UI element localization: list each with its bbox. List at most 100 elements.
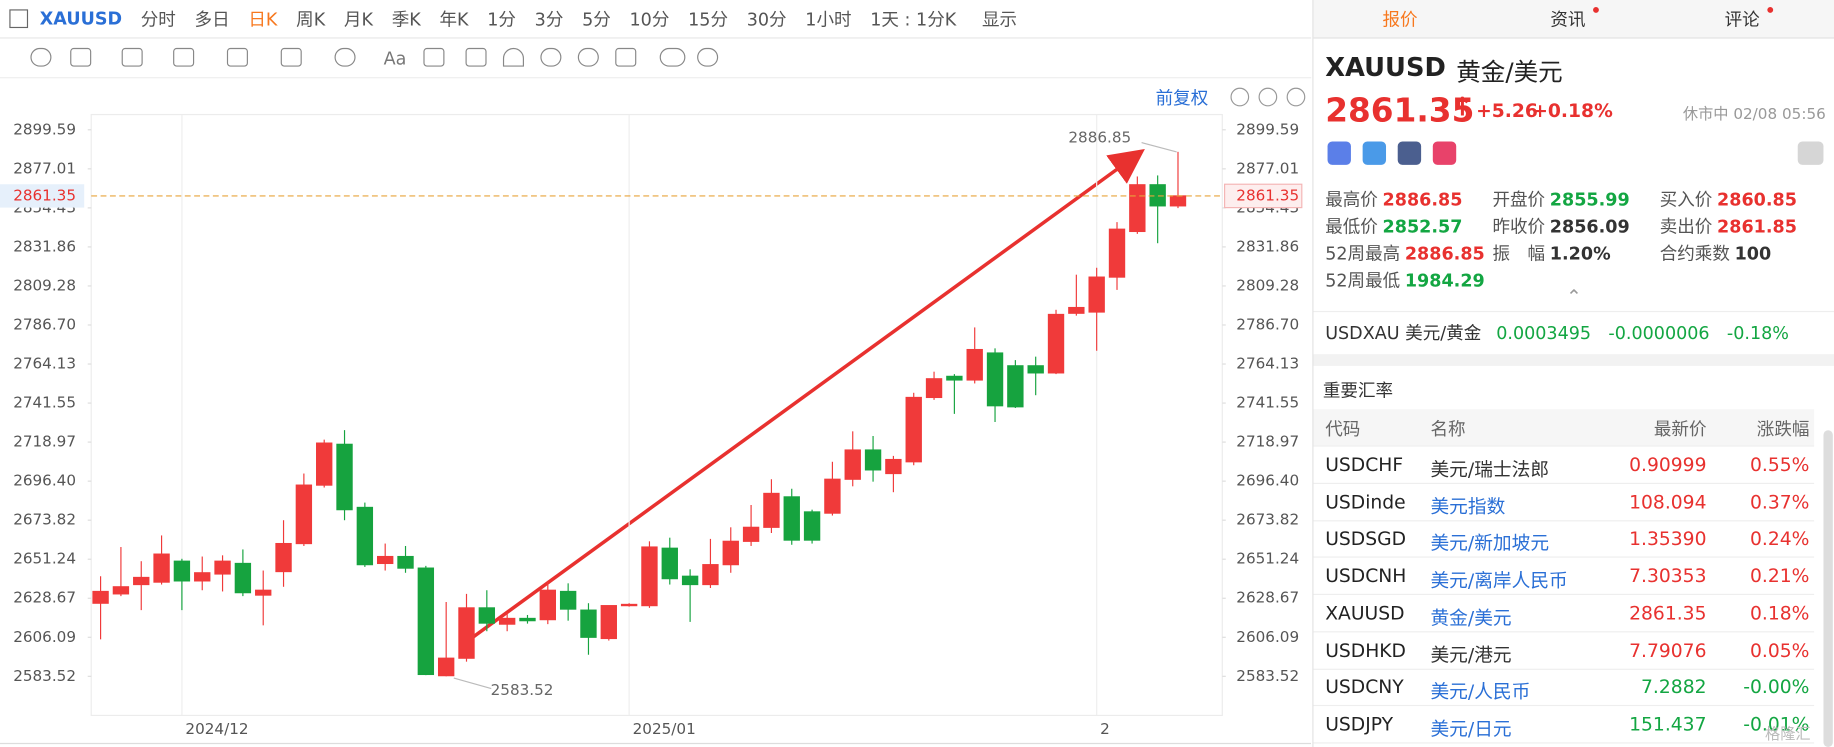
web-icon[interactable] bbox=[1327, 141, 1351, 165]
period-button[interactable]: 15分 bbox=[688, 8, 728, 30]
rates-title: 重要汇率 bbox=[1322, 379, 1394, 401]
pen-tool[interactable] bbox=[465, 47, 487, 67]
candle-body bbox=[1068, 306, 1085, 314]
y-tick-label: 2831.86 bbox=[13, 237, 76, 255]
settings-tool[interactable] bbox=[697, 47, 719, 67]
table-row[interactable]: USDinde 美元指数 108.094 0.37% bbox=[1313, 484, 1815, 522]
display-menu[interactable]: 显示 bbox=[981, 8, 1018, 30]
y-tick-label: 2651.24 bbox=[13, 550, 76, 568]
candle-body bbox=[478, 607, 496, 624]
quote-change: +5.26 bbox=[1476, 99, 1538, 122]
stat: 买入价 2860.85 bbox=[1660, 187, 1797, 212]
note-tool[interactable] bbox=[423, 47, 445, 67]
rate-price: 0.90999 bbox=[1629, 453, 1707, 476]
period-button[interactable]: 10分 bbox=[629, 8, 670, 30]
rate-code: USDCHF bbox=[1325, 453, 1404, 476]
rate-change: 0.05% bbox=[1749, 638, 1810, 662]
period-button[interactable]: 3分 bbox=[534, 8, 564, 30]
period-button[interactable]: 日K bbox=[248, 8, 278, 30]
rate-code: USDSGD bbox=[1325, 527, 1406, 550]
candle-body bbox=[1129, 184, 1146, 233]
delete-tool[interactable] bbox=[615, 47, 637, 67]
last-price-box bbox=[1224, 183, 1303, 209]
stat: 52周最低 1984.29 bbox=[1325, 268, 1485, 293]
table-row[interactable]: USDCNY 美元/人民币 7.2882 -0.00% bbox=[1313, 669, 1815, 707]
related-quote[interactable]: USDXAU 美元/黄金 0.0003495 -0.0000006 -0.18% bbox=[1325, 320, 1789, 345]
wave-tool[interactable] bbox=[173, 47, 195, 67]
period-button[interactable]: 月K bbox=[343, 8, 373, 30]
sidebar-toggle[interactable] bbox=[9, 9, 29, 29]
period-button[interactable]: 多日 bbox=[194, 8, 230, 30]
collapse[interactable]: ⌃ bbox=[1566, 285, 1582, 308]
table-row[interactable]: USDSGD 美元/新加坡元 1.35390 0.24% bbox=[1313, 521, 1815, 559]
zoom-in[interactable] bbox=[1286, 87, 1306, 107]
period-button[interactable]: 年K bbox=[439, 8, 469, 30]
candle-body bbox=[376, 555, 394, 565]
stat: 最低价 2852.57 bbox=[1325, 214, 1462, 239]
tab-label: 资讯 bbox=[1550, 9, 1586, 31]
stat-label: 振 幅 bbox=[1492, 243, 1546, 265]
rates-table: 代码 名称 最新价 涨跌幅 USDCHF 美元/瑞士法郎 0.90999 0.55% USDin… bbox=[1313, 409, 1834, 747]
symbol[interactable]: XAUUSD bbox=[39, 8, 123, 30]
rate-name: 美元/离岸人民币 bbox=[1430, 569, 1568, 592]
candle-body bbox=[336, 443, 353, 511]
alert-icon[interactable] bbox=[1797, 141, 1824, 165]
period-button[interactable]: 分时 bbox=[140, 8, 176, 30]
candle-body bbox=[1027, 365, 1044, 374]
period-button[interactable]: 30分 bbox=[746, 8, 787, 30]
y-tick-label: 2877.01 bbox=[13, 159, 76, 177]
rate-price: 108.094 bbox=[1629, 490, 1707, 513]
zoom-out[interactable] bbox=[1258, 87, 1278, 107]
period-button[interactable]: 1天 : 1分K bbox=[870, 8, 957, 30]
measure-tool[interactable] bbox=[280, 47, 302, 67]
candle-body bbox=[295, 484, 313, 545]
hide-tool[interactable] bbox=[577, 47, 599, 67]
unread-dot bbox=[1766, 7, 1773, 13]
line-tool[interactable] bbox=[70, 47, 92, 67]
candle-body bbox=[824, 478, 841, 514]
period-button[interactable]: 1小时 bbox=[805, 8, 852, 30]
column-header[interactable]: 涨跌幅 bbox=[1756, 418, 1810, 440]
tab[interactable]: 资讯 bbox=[1488, 7, 1661, 32]
arrow-tool[interactable] bbox=[334, 47, 356, 67]
stat-label: 昨收价 bbox=[1492, 216, 1546, 238]
period-button[interactable]: 周K bbox=[296, 8, 326, 30]
text-tool[interactable]: Aa bbox=[383, 47, 407, 69]
table-row[interactable]: XAUUSD 黄金/美元 2861.35 0.18% bbox=[1313, 595, 1815, 633]
period-button[interactable]: 季K bbox=[391, 8, 421, 30]
magnet-tool[interactable] bbox=[502, 47, 524, 67]
table-header: 代码 名称 最新价 涨跌幅 bbox=[1313, 409, 1815, 447]
channel-tool[interactable] bbox=[121, 47, 143, 67]
period-button[interactable]: 1分 bbox=[487, 8, 516, 30]
period-button[interactable]: 5分 bbox=[582, 8, 611, 30]
table-row[interactable]: USDCHF 美元/瑞士法郎 0.90999 0.55% bbox=[1313, 447, 1815, 484]
quote-name: 黄金/美元 bbox=[1456, 58, 1563, 87]
doc-icon[interactable] bbox=[1397, 141, 1422, 165]
table-row[interactable]: USDJPY 美元/日元 151.437 -0.01% bbox=[1313, 706, 1815, 744]
move-tool[interactable] bbox=[30, 47, 52, 67]
candle-body bbox=[803, 511, 821, 541]
sync-tool[interactable] bbox=[540, 47, 562, 67]
reset-zoom[interactable] bbox=[1230, 87, 1250, 107]
fib-tool[interactable] bbox=[226, 47, 248, 67]
watermark: 格隆汇 bbox=[1764, 725, 1811, 744]
adjust-toggle[interactable]: 前复权 bbox=[1155, 87, 1209, 109]
section-gap bbox=[1313, 354, 1834, 366]
x-tick-label: 2024/12 bbox=[185, 720, 248, 738]
period-toolbar: XAUUSD 分时 多日 日K 周K 月K 季K 年K 1分 3分 5分 10分 15分 30分 1小时 1… bbox=[0, 0, 1312, 39]
candle-body bbox=[864, 449, 882, 471]
tab[interactable]: 评论 bbox=[1662, 7, 1834, 32]
compare-tool[interactable] bbox=[659, 47, 686, 67]
candle-body bbox=[925, 378, 943, 399]
rate-change: 0.24% bbox=[1749, 527, 1810, 550]
table-row[interactable]: USDHKD 美元/港元 7.79076 0.05% bbox=[1313, 632, 1815, 670]
last-price-box bbox=[0, 184, 85, 208]
candle-body bbox=[620, 603, 638, 607]
table-row[interactable]: USDCNH 美元/离岸人民币 7.30353 0.21% bbox=[1313, 558, 1815, 596]
column-header[interactable]: 最新价 bbox=[1653, 418, 1707, 440]
scrollbar[interactable] bbox=[1823, 430, 1833, 747]
tab[interactable]: 报价 bbox=[1314, 7, 1487, 32]
rate-change: 0.21% bbox=[1749, 564, 1810, 587]
fav-icon[interactable] bbox=[1432, 141, 1457, 165]
tag-icon[interactable] bbox=[1362, 141, 1387, 165]
